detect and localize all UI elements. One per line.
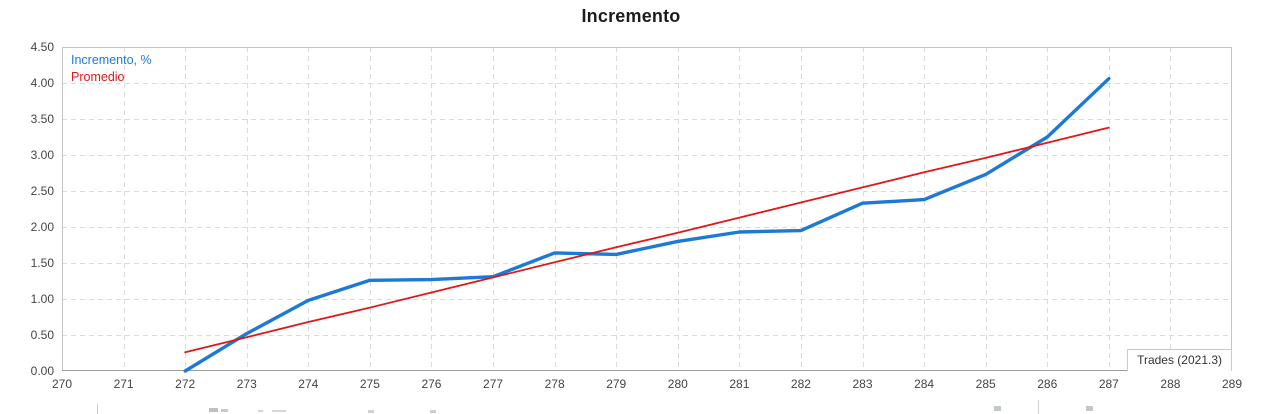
y-axis-tick-label: 1.50 — [30, 256, 54, 270]
x-axis-tick-label: 270 — [51, 377, 73, 391]
crop-artifact — [368, 410, 374, 413]
y-axis-tick-label: 2.50 — [30, 184, 54, 198]
crop-artifact — [258, 410, 263, 412]
y-axis-tick-label: 1.00 — [30, 292, 54, 306]
series-line-incremento — [183, 77, 1111, 373]
trades-annotation: Trades (2021.3) — [1127, 349, 1232, 371]
x-axis-tick-label: 288 — [1160, 377, 1181, 391]
x-axis-tick-label: 287 — [1098, 377, 1119, 391]
series-line-promedio — [184, 126, 1110, 354]
x-axis-tick-label: 277 — [483, 377, 504, 391]
x-axis-tick-label: 275 — [359, 377, 380, 391]
x-axis-tick-label: 271 — [113, 377, 134, 391]
x-axis-tick-label: 274 — [298, 377, 319, 391]
x-axis-tick-label: 283 — [852, 377, 873, 391]
x-axis-tick-label: 289 — [1221, 377, 1243, 391]
y-axis-tick-label: 4.50 — [30, 40, 54, 54]
legend: Incremento, % Promedio — [71, 52, 152, 86]
legend-item-incremento: Incremento, % — [71, 52, 152, 69]
x-axis-tick-label: 281 — [729, 377, 750, 391]
crop-artifact — [1086, 406, 1093, 411]
plot-border — [62, 47, 1232, 371]
x-axis-tick-label: 273 — [236, 377, 257, 391]
crop-artifact — [994, 406, 1001, 411]
x-axis-tick-label: 279 — [606, 377, 627, 391]
x-axis-tick-label: 285 — [975, 377, 996, 391]
x-axis-tick-label: 282 — [790, 377, 811, 391]
y-axis-tick-label: 0.50 — [30, 328, 54, 342]
crop-artifact — [221, 409, 228, 412]
x-axis-tick-label: 272 — [175, 377, 196, 391]
x-axis-tick-label: 284 — [914, 377, 935, 391]
x-axis-tick-label: 276 — [421, 377, 442, 391]
x-axis-tick-label: 286 — [1037, 377, 1058, 391]
crop-artifact — [209, 408, 218, 412]
y-axis-tick-label: 2.00 — [30, 220, 54, 234]
crop-artifact — [1038, 400, 1039, 414]
legend-label-incremento: Incremento, % — [71, 53, 152, 67]
y-axis-tick-label: 0.00 — [30, 364, 54, 378]
chart-title: Incremento — [581, 6, 681, 26]
y-axis-tick-label: 3.00 — [30, 148, 54, 162]
crop-artifact — [97, 404, 98, 414]
x-axis-tick-label: 278 — [544, 377, 565, 391]
y-axis-tick-label: 3.50 — [30, 112, 54, 126]
x-axis-tick-label: 280 — [667, 377, 688, 391]
legend-label-promedio: Promedio — [71, 70, 125, 84]
chart-canvas — [62, 47, 1232, 373]
legend-item-promedio: Promedio — [71, 69, 152, 86]
y-axis-tick-label: 4.00 — [30, 76, 54, 90]
crop-artifact — [430, 410, 436, 413]
plot-area: Incremento, % Promedio Trades (2021.3) — [62, 47, 1232, 373]
crop-artifact — [272, 410, 286, 412]
